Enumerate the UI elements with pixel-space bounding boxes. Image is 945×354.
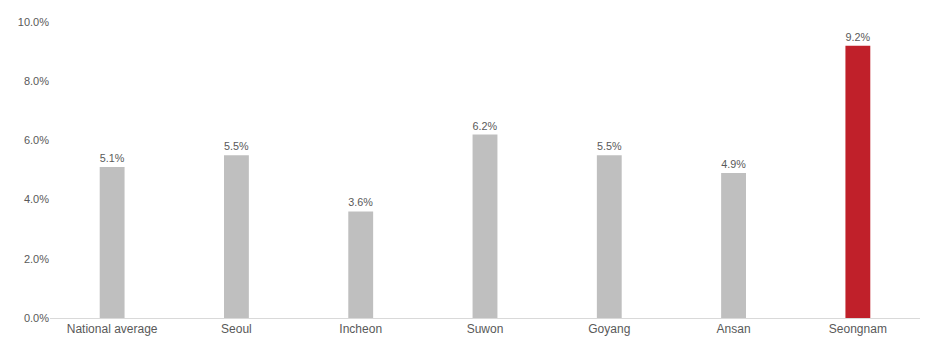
svg-text:4.0%: 4.0% <box>24 193 49 205</box>
svg-text:Suwon: Suwon <box>467 322 504 336</box>
svg-text:Goyang: Goyang <box>588 322 630 336</box>
svg-text:Incheon: Incheon <box>339 322 382 336</box>
svg-text:5.5%: 5.5% <box>597 140 622 152</box>
svg-text:5.1%: 5.1% <box>100 152 125 164</box>
svg-text:Ansan: Ansan <box>717 322 751 336</box>
svg-text:3.6%: 3.6% <box>348 196 373 208</box>
svg-text:0.0%: 0.0% <box>24 312 49 324</box>
svg-text:6.0%: 6.0% <box>24 134 49 146</box>
svg-text:8.0%: 8.0% <box>24 75 49 87</box>
svg-text:National average: National average <box>67 322 158 336</box>
svg-text:4.9%: 4.9% <box>721 158 746 170</box>
svg-text:5.5%: 5.5% <box>224 140 249 152</box>
svg-text:10.0%: 10.0% <box>18 16 49 28</box>
svg-text:9.2%: 9.2% <box>845 31 870 43</box>
svg-text:Seoul: Seoul <box>221 322 252 336</box>
svg-text:Seongnam: Seongnam <box>829 322 887 336</box>
svg-text:2.0%: 2.0% <box>24 253 49 265</box>
svg-text:6.2%: 6.2% <box>473 120 498 132</box>
